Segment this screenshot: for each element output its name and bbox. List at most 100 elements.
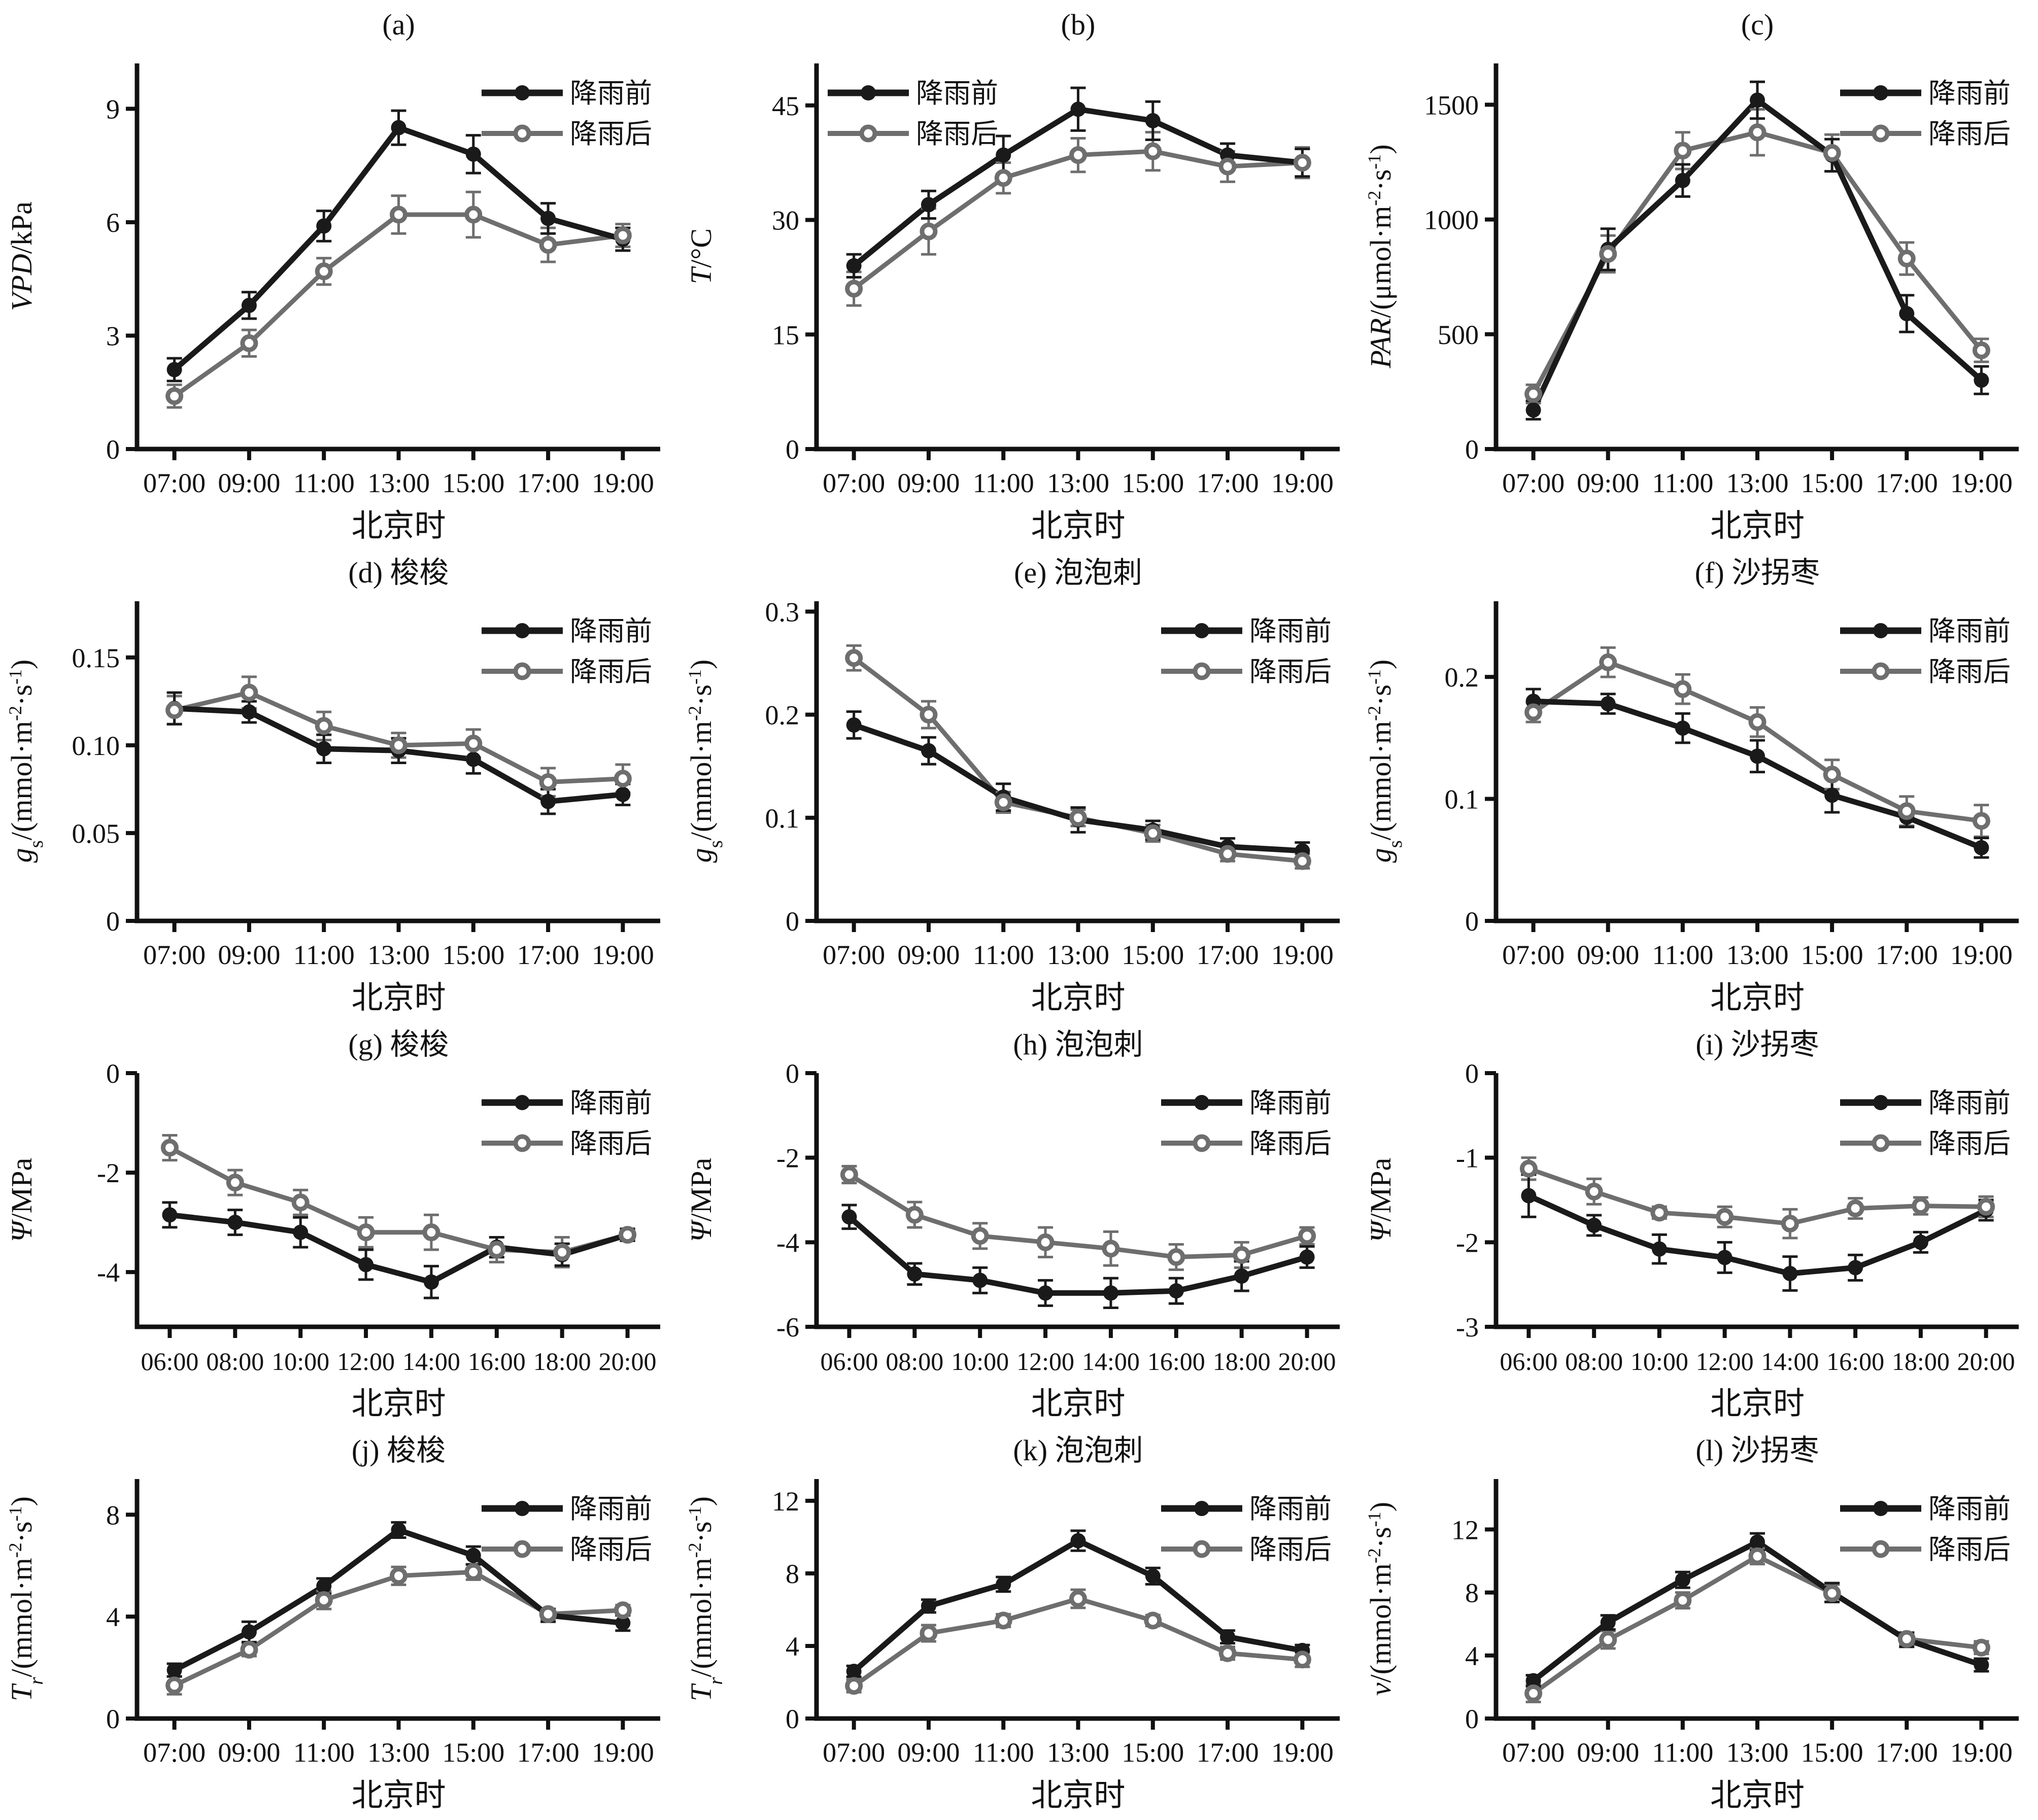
x-tick-label: 13:00	[367, 940, 430, 970]
marker-filled-circle	[1525, 402, 1541, 418]
marker-filled-circle	[1974, 1657, 1989, 1673]
marker-open-circle	[1599, 245, 1617, 263]
x-tick-label: 06:00	[1500, 1347, 1557, 1376]
y-tick-label: 0	[786, 1704, 799, 1734]
legend-pre-marker	[1194, 623, 1209, 638]
y-tick-label: 0.2	[765, 700, 800, 731]
marker-filled-circle	[921, 197, 936, 213]
marker-filled-circle	[540, 211, 556, 226]
y-tick-label: 0	[1465, 906, 1479, 937]
y-tick-label: -3	[1456, 1312, 1479, 1343]
marker-open-circle	[1897, 802, 1916, 820]
series-post-markers	[1524, 1547, 1990, 1702]
x-tick-label: 19:00	[1950, 468, 2013, 498]
legend-post-label: 降雨后	[1928, 119, 2011, 149]
marker-open-circle	[1977, 1197, 1995, 1216]
marker-open-circle	[1972, 341, 1990, 359]
y-axis-label: Tr/(mmol·m-2·s-1)	[5, 1496, 47, 1701]
x-tick-label: 13:00	[367, 468, 430, 498]
x-tick-label: 13:00	[1726, 468, 1788, 498]
marker-open-circle	[1293, 154, 1311, 172]
x-axis-label: 北京时	[1710, 509, 1805, 543]
marker-open-circle	[315, 1591, 333, 1609]
legend-pre-label: 降雨前	[570, 616, 652, 646]
legend-pre-marker	[861, 85, 876, 100]
y-tick-label: -2	[776, 1143, 799, 1174]
marker-filled-circle	[316, 218, 332, 234]
x-tick-label: 15:00	[1801, 940, 1863, 970]
legend-pre-marker	[1873, 1095, 1888, 1110]
x-tick-label: 19:00	[1950, 1737, 2013, 1768]
y-axis-label: T/°C	[685, 228, 718, 284]
panel-h: (h) 泡泡刺 0 -2 -4 -6 06:00 08:00 10:00 12:00 14:00 1…	[680, 1020, 1359, 1426]
x-tick-label: 20:00	[1278, 1347, 1336, 1376]
legend-pre-marker	[1873, 1501, 1888, 1516]
legend-pre-label: 降雨前	[1928, 78, 2011, 109]
y-tick-label: -1	[1456, 1143, 1479, 1174]
y-tick-label: 500	[1438, 320, 1479, 350]
marker-filled-circle	[1974, 372, 1989, 388]
marker-filled-circle	[241, 1624, 257, 1640]
marker-open-circle	[1748, 1547, 1767, 1565]
x-tick-label: 17:00	[517, 1737, 580, 1768]
series-pre-markers	[166, 120, 631, 377]
legend-pre-label: 降雨前	[1249, 1088, 1332, 1118]
legend-pre-marker	[1194, 1095, 1209, 1110]
x-tick-label: 14:00	[1761, 1347, 1819, 1376]
marker-filled-circle	[1600, 696, 1616, 711]
legend-post-marker	[859, 124, 877, 143]
panel-title: (j) 梭梭	[352, 1434, 446, 1467]
marker-filled-circle	[1675, 720, 1690, 736]
marker-open-circle	[619, 1226, 637, 1244]
marker-open-circle	[1972, 812, 1990, 830]
x-tick-label: 17:00	[1197, 940, 1259, 970]
marker-open-circle	[240, 334, 258, 352]
marker-open-circle	[1599, 1631, 1617, 1649]
panel-e-svg: (e) 泡泡刺 0 0.1 0.2 0.3 07:00 09:00 11:00 13:00 15:…	[685, 556, 1340, 1015]
marker-open-circle	[845, 649, 863, 667]
x-tick-label: 20:00	[1957, 1347, 2015, 1376]
x-axis-label: 北京时	[351, 1778, 446, 1813]
x-axis-label: 北京时	[1031, 981, 1125, 1015]
x-axis-label: 北京时	[1031, 1778, 1125, 1813]
x-tick-label: 09:00	[1577, 1737, 1639, 1768]
x-tick-label: 15:00	[1801, 1737, 1863, 1768]
marker-open-circle	[1585, 1182, 1603, 1200]
x-tick-label: 17:00	[517, 468, 580, 498]
x-tick-label: 06:00	[820, 1347, 878, 1376]
x-tick-label: 08:00	[206, 1347, 264, 1376]
y-tick-label: 0.15	[72, 643, 120, 673]
legend-pre-marker	[515, 1501, 530, 1516]
marker-open-circle	[1036, 1233, 1055, 1251]
x-tick-label: 18:00	[1213, 1347, 1271, 1376]
x-tick-label: 10:00	[271, 1347, 329, 1376]
x-tick-label: 07:00	[143, 940, 206, 970]
marker-open-circle	[1218, 157, 1237, 176]
marker-filled-circle	[1521, 1188, 1537, 1204]
marker-filled-circle	[227, 1215, 243, 1230]
series-pre-markers	[846, 1533, 1310, 1679]
x-tick-label: 17:00	[1876, 468, 1938, 498]
y-tick-label: 0	[786, 906, 799, 937]
marker-open-circle	[1972, 1638, 1990, 1657]
panel-j-svg: (j) 梭梭 0 4 8 07:00 09:00 11:00 13:00 15:00 17:00 1…	[5, 1434, 660, 1813]
marker-filled-circle	[615, 786, 631, 802]
series-post-line	[1527, 1166, 1986, 1226]
series-pre-errorbars	[846, 710, 1310, 861]
legend-pre-label: 降雨前	[570, 1494, 652, 1524]
marker-open-circle	[539, 773, 557, 792]
y-axis-label: VPD/kPa	[5, 201, 38, 311]
marker-open-circle	[1650, 1204, 1669, 1222]
marker-filled-circle	[841, 1209, 857, 1225]
legend-post-label: 降雨后	[1249, 1534, 1332, 1565]
x-tick-label: 14:00	[1082, 1347, 1140, 1376]
legend-pre-marker	[515, 623, 530, 638]
y-tick-label: 0	[106, 1058, 120, 1089]
marker-filled-circle	[540, 794, 556, 809]
marker-filled-circle	[1600, 1615, 1616, 1630]
panel-title: (a)	[382, 8, 415, 41]
